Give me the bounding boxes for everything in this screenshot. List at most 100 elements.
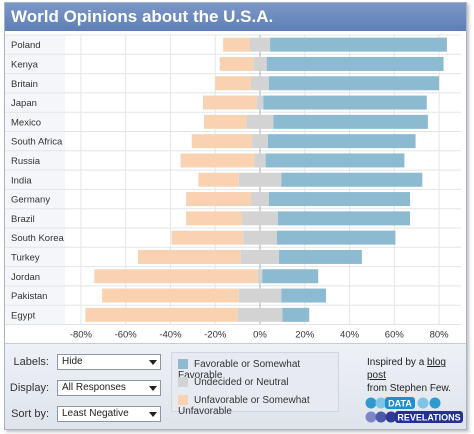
bar-unfavorable	[215, 76, 252, 91]
category-label: India	[11, 175, 32, 186]
controls-panel: Labels: Hide Display: All Responses Sort…	[5, 343, 466, 429]
bar-neutral	[254, 153, 266, 168]
chevron-down-icon	[149, 386, 157, 391]
legend-label-favorable: Favorable or Somewhat Favorable	[178, 359, 301, 381]
display-select[interactable]: All Responses	[57, 380, 161, 396]
bar-favorable	[281, 172, 423, 187]
bar-favorable	[279, 249, 362, 264]
credit-text: Inspired by a blog post from Stephen Few…	[367, 356, 463, 395]
bar-unfavorable	[202, 95, 257, 110]
credit-suffix: from Stephen Few.	[367, 383, 451, 394]
category-column	[5, 35, 65, 325]
category-label: Brazil	[11, 214, 35, 225]
bar-favorable	[265, 153, 405, 168]
bar-unfavorable	[198, 172, 239, 187]
bar-neutral	[238, 172, 282, 187]
x-tick-label: 0%	[253, 330, 267, 340]
category-label: South Korea	[11, 233, 65, 244]
bar-favorable	[266, 56, 444, 71]
bar-favorable	[263, 95, 427, 110]
bar-unfavorable	[171, 230, 244, 245]
bar-neutral	[246, 114, 274, 129]
x-tick-label: -20%	[204, 330, 227, 340]
chevron-down-icon	[149, 360, 157, 365]
sortby-control-label: Sort by:	[11, 408, 49, 420]
chart-legend: Favorable or Somewhat Favorable Undecide…	[171, 352, 339, 417]
bar-neutral	[242, 211, 278, 226]
legend-item-neutral: Undecided or Neutral	[178, 377, 289, 388]
bar-neutral	[238, 288, 282, 303]
bar-favorable	[268, 76, 440, 91]
x-tick-label: 40%	[340, 330, 360, 340]
labels-select[interactable]: Hide	[57, 354, 161, 370]
category-label: Britain	[11, 79, 38, 90]
chevron-down-icon	[149, 412, 157, 417]
bar-unfavorable	[204, 114, 247, 129]
bar-neutral	[237, 307, 283, 322]
title-bar: World Opinions about the U.S.A.	[5, 3, 466, 31]
bar-unfavorable	[223, 37, 250, 52]
bar-favorable	[276, 230, 396, 245]
x-tick-label: -40%	[159, 330, 182, 340]
x-tick-label: -80%	[70, 330, 93, 340]
bar-neutral	[240, 249, 280, 264]
labels-control-label: Labels:	[13, 356, 49, 368]
sortby-select-value: Least Negative	[62, 408, 129, 419]
bar-unfavorable	[186, 211, 243, 226]
page-title: World Opinions about the U.S.A.	[11, 7, 274, 26]
labels-select-value: Hide	[62, 356, 83, 367]
bar-favorable	[277, 211, 410, 226]
bar-unfavorable	[180, 153, 255, 168]
bar-neutral	[251, 192, 269, 207]
legend-swatch-unfavorable	[178, 395, 188, 406]
category-label: Russia	[11, 156, 41, 167]
bar-neutral	[249, 37, 271, 52]
legend-swatch-favorable	[178, 359, 188, 370]
data-revelations-logo: DATA REVELATIONS	[365, 397, 463, 423]
bar-neutral	[253, 56, 267, 71]
credit-prefix: Inspired by a	[367, 357, 428, 368]
bar-unfavorable	[137, 249, 241, 264]
bar-favorable	[270, 37, 447, 52]
category-label: Germany	[11, 195, 50, 206]
category-label: Mexico	[11, 117, 41, 128]
category-label: Poland	[11, 40, 41, 51]
x-tick-label: 20%	[295, 330, 315, 340]
bar-neutral	[252, 134, 268, 149]
logo-word-revelations: REVELATIONS	[397, 413, 460, 423]
category-label: Turkey	[11, 252, 40, 263]
bar-neutral	[256, 95, 264, 110]
bar-favorable	[282, 307, 310, 322]
bar-favorable	[262, 269, 319, 284]
bar-unfavorable	[191, 134, 253, 149]
legend-label-unfavorable: Unfavorable or Somewhat Unfavorable	[178, 395, 310, 417]
bar-unfavorable	[94, 269, 258, 284]
legend-item-favorable: Favorable or Somewhat Favorable	[178, 359, 338, 381]
bar-neutral	[251, 76, 269, 91]
x-tick-label: 80%	[430, 330, 450, 340]
x-tick-label: 60%	[385, 330, 405, 340]
display-select-value: All Responses	[62, 382, 126, 393]
bar-unfavorable	[102, 288, 239, 303]
legend-swatch-neutral	[178, 377, 188, 388]
blog-post-link[interactable]: blog post	[367, 357, 446, 381]
category-label: Egypt	[11, 310, 36, 321]
logo-word-data: DATA	[388, 399, 412, 409]
category-label: Japan	[11, 98, 37, 109]
bar-unfavorable	[186, 192, 252, 207]
display-control-label: Display:	[9, 382, 49, 394]
bar-unfavorable	[219, 56, 254, 71]
app-frame: World Opinions about the U.S.A. Poland Ke…	[4, 2, 467, 430]
bar-unfavorable	[85, 307, 238, 322]
bar-favorable	[268, 192, 410, 207]
sortby-select[interactable]: Least Negative	[57, 406, 161, 422]
legend-item-unfavorable: Unfavorable or Somewhat Unfavorable	[178, 395, 338, 417]
category-label: Jordan	[11, 272, 40, 283]
diverging-bar-chart: Poland Kenya Britain Japan Mexico South Afric…	[5, 34, 461, 340]
bar-favorable	[281, 288, 327, 303]
bar-favorable	[273, 114, 428, 129]
x-tick-label: -60%	[115, 330, 138, 340]
category-label: Kenya	[11, 59, 39, 70]
bar-neutral	[243, 230, 277, 245]
legend-label-neutral: Undecided or Neutral	[194, 377, 289, 388]
